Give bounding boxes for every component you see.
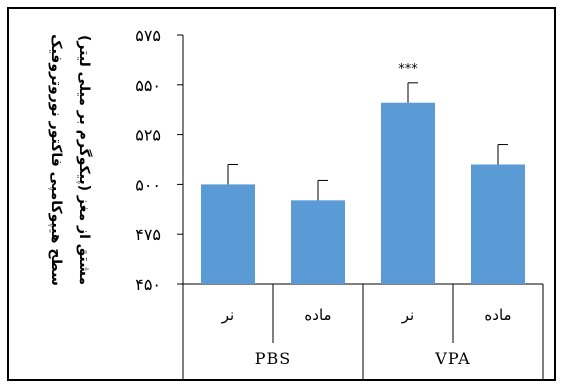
y-tick-label: ۵۵۰ <box>135 76 161 95</box>
bar <box>201 184 255 284</box>
plot-area: ۴۵۰ ۴۷۵ ۵۰۰ ۵۲۵ ۵۵۰ ۵۷۵ نر ماده *** نر ماده PBS VPA <box>135 26 544 381</box>
y-tick-label: ۵۷۵ <box>135 26 161 45</box>
chart-frame <box>7 7 556 381</box>
bar <box>381 102 435 284</box>
y-tick-label: ۴۵۰ <box>135 275 161 294</box>
y-tick-label: ۵۰۰ <box>135 175 161 194</box>
group-label: PBS <box>255 349 291 368</box>
category-label: ماده <box>304 306 331 324</box>
y-axis-label-line-2: مشتق از مغز (پیکوگرم بر میلی لیتر) <box>76 35 93 285</box>
group-label: VPA <box>434 349 470 368</box>
y-tick-label: ۴۷۵ <box>135 225 161 244</box>
y-axis-label: سطح هیپوکامپی فاکتور نوروتروفیک مشتق از … <box>48 34 93 286</box>
bar <box>291 200 345 284</box>
bar <box>471 164 525 284</box>
category-label: نر <box>221 306 234 324</box>
y-axis-label-line-1: سطح هیپوکامپی فاکتور نوروتروفیک <box>48 34 64 286</box>
category-label: ماده <box>484 306 511 324</box>
significance-label: *** <box>398 62 418 77</box>
y-tick-label: ۵۲۵ <box>135 126 161 145</box>
category-label: نر <box>401 306 414 324</box>
